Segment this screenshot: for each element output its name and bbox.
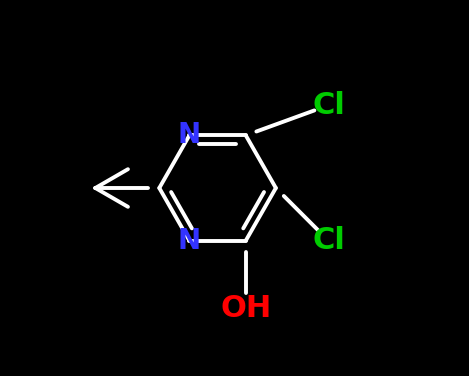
Text: Cl: Cl: [312, 91, 345, 120]
Text: N: N: [178, 227, 201, 255]
Text: N: N: [178, 121, 201, 149]
Text: Cl: Cl: [312, 226, 345, 255]
Text: OH: OH: [220, 294, 272, 323]
